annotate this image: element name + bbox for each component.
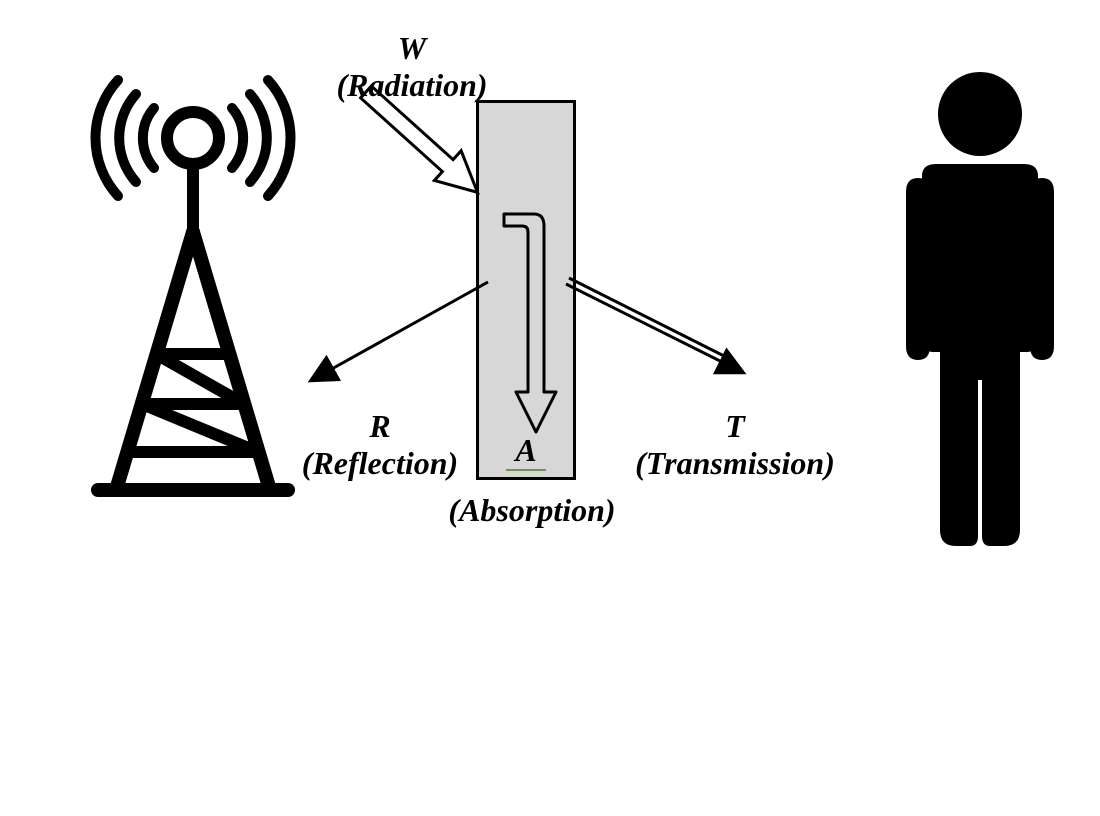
absorption-arrow <box>494 202 558 442</box>
diagram-canvas: W (Radiation) R (Reflection) T (Transmis… <box>0 0 1100 816</box>
reflection-arrow <box>298 272 498 402</box>
label-radiation: W (Radiation) <box>332 30 492 104</box>
label-absorption-word-wrap: (Absorption) <box>442 492 622 529</box>
label-reflection-word: (Reflection) <box>302 445 458 481</box>
label-radiation-word: (Radiation) <box>336 67 487 103</box>
label-transmission-letter: T <box>725 408 745 444</box>
label-reflection-letter: R <box>369 408 390 444</box>
label-radiation-letter: W <box>398 30 426 66</box>
label-absorption-letter: A <box>515 432 536 468</box>
transmission-arrow <box>560 276 760 396</box>
label-transmission-word: (Transmission) <box>635 445 835 481</box>
label-transmission: T (Transmission) <box>630 408 840 482</box>
label-reflection: R (Reflection) <box>290 408 470 482</box>
radiation-arrow <box>356 82 516 232</box>
label-absorption-letter-wrap: A <box>506 432 546 471</box>
label-absorption-word: (Absorption) <box>448 492 615 528</box>
antenna-tower-icon <box>58 72 328 502</box>
person-icon <box>870 60 1090 560</box>
